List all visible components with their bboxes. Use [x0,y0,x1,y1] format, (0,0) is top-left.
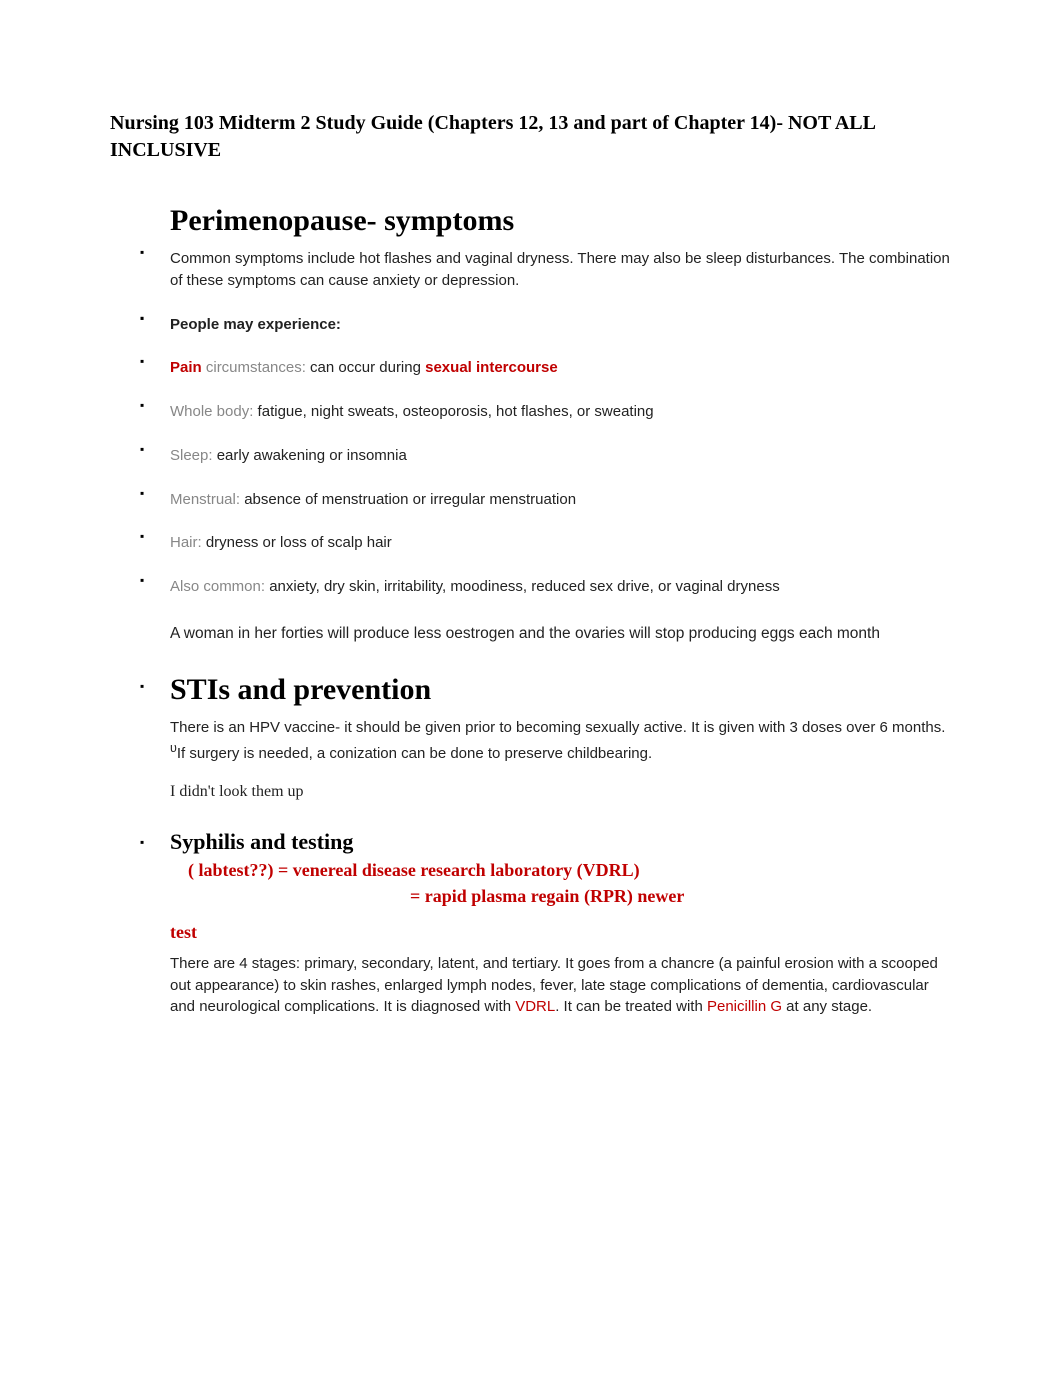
label-hair: Hair: [170,534,202,551]
label-sleep: Sleep: [170,447,213,464]
syphilis-vdrl: VDRL [515,998,555,1015]
page-content: Nursing 103 Midterm 2 Study Guide (Chapt… [0,0,1062,1078]
label-pain-circ: circumstances: [202,359,306,376]
stis-body-pre: There is an HPV vaccine- it should be gi… [170,719,945,736]
section-heading-perimenopause: Perimenopause- symptoms [170,204,952,238]
symptom-also-common: Also common: anxiety, dry skin, irritabi… [110,576,952,598]
labtest-1: = venereal disease research laboratory (… [273,860,639,880]
text-hair: dryness or loss of scalp hair [202,534,392,551]
labtest-line-1: ( labtest??) = venereal disease research… [188,857,952,883]
text-also-common: anxiety, dry skin, irritability, moodine… [265,578,780,595]
symptom-sleep: Sleep: early awakening or insomnia [110,445,952,467]
perimenopause-closing: A woman in her forties will produce less… [170,622,952,645]
section-heading-stis: STIs and prevention [170,673,952,707]
text-menstrual: absence of menstruation or irregular men… [240,491,576,508]
symptom-menstrual: Menstrual: absence of menstruation or ir… [110,489,952,511]
document-title: Nursing 103 Midterm 2 Study Guide (Chapt… [110,110,952,164]
pain-highlight: sexual intercourse [425,359,558,376]
symptom-hair: Hair: dryness or loss of scalp hair [110,532,952,554]
label-whole-body: Whole body: [170,403,253,420]
syphilis-penicillin: Penicillin G [707,998,782,1015]
pain-text-pre: can occur during [306,359,425,376]
stis-note: I didn't look them up [170,783,952,801]
text-whole-body: fatigue, night sweats, osteoporosis, hot… [253,403,653,420]
symptom-whole-body: Whole body: fatigue, night sweats, osteo… [110,401,952,423]
syphilis-body-c: at any stage. [782,998,872,1015]
label-pain: Pain [170,359,202,376]
section-syphilis-wrap: Syphilis and testing ( labtest??) = vene… [110,829,952,909]
label-also-common: Also common: [170,578,265,595]
stis-superscript: υ [170,741,177,755]
symptom-pain: Pain circumstances: can occur during sex… [110,357,952,379]
syphilis-body: There are 4 stages: primary, secondary, … [170,953,952,1018]
section-heading-syphilis: Syphilis and testing [170,829,952,855]
experience-label-item: People may experience: [110,314,952,336]
labtest-line-2: = rapid plasma regain (RPR) newer [410,883,952,909]
labtest-q: ( labtest??) [188,860,273,880]
stis-body-post: If surgery is needed, a conization can b… [177,745,652,762]
section-stis-wrap: STIs and prevention There is an HPV vacc… [110,673,952,765]
symptom-list: Common symptoms include hot flashes and … [110,248,952,598]
text-sleep: early awakening or insomnia [213,447,407,464]
labtest-test-word: test [170,919,952,945]
experience-label: People may experience: [170,316,341,333]
intro-item: Common symptoms include hot flashes and … [110,248,952,292]
label-menstrual: Menstrual: [170,491,240,508]
stis-body: There is an HPV vaccine- it should be gi… [170,717,952,765]
syphilis-body-b: . It can be treated with [555,998,707,1015]
